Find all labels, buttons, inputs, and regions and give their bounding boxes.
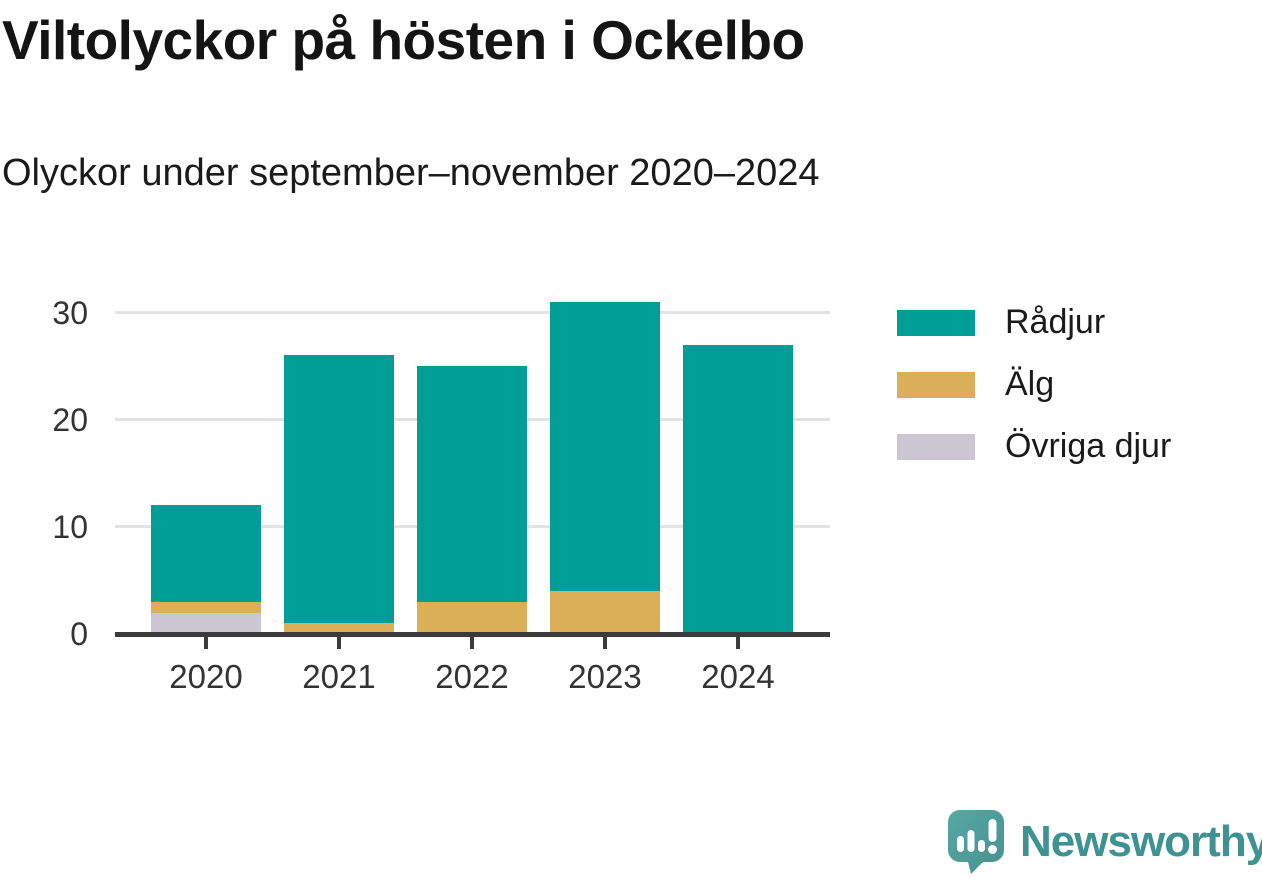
x-tick-mark-2021	[337, 636, 341, 649]
page-subtitle: Olyckor under september–november 2020–20…	[2, 152, 820, 194]
x-tick-mark-2024	[736, 636, 740, 649]
x-tick-mark-2022	[470, 636, 474, 649]
bar-segment-2021-radjur	[284, 355, 394, 624]
bar-segment-2020-radjur	[151, 505, 261, 602]
x-tick-mark-2020	[204, 636, 208, 649]
x-tick-label-2024: 2024	[701, 658, 775, 695]
bar-segment-2023-alg	[550, 591, 660, 634]
legend-swatch-alg	[897, 371, 975, 398]
x-axis-line	[115, 632, 830, 637]
bar-segment-2023-radjur	[550, 301, 660, 592]
x-tick-label-2021: 2021	[302, 658, 376, 695]
x-tick-mark-2023	[603, 636, 607, 649]
bar-segment-2022-radjur	[417, 366, 527, 602]
legend-item-alg: Älg	[897, 365, 1054, 404]
newsworthy-logo-icon	[948, 810, 1004, 874]
legend-swatch-radjur	[897, 309, 975, 336]
legend-label-alg: Älg	[1005, 365, 1055, 403]
x-tick-label-2023: 2023	[568, 658, 642, 695]
y-tick-label-30: 30	[52, 294, 88, 331]
page-title: Viltolyckor på hösten i Ockelbo	[2, 9, 805, 71]
newsworthy-branding: Newsworthy	[947, 810, 1262, 874]
legend-label-radjur: Rådjur	[1005, 303, 1106, 341]
legend-item-radjur: Rådjur	[897, 303, 1105, 342]
y-tick-label-20: 20	[52, 401, 88, 438]
bar-segment-2022-alg	[417, 601, 527, 634]
stacked-bar-chart-plot-area: 0 10 20 30 2020 2021 2022 2023 2024	[52, 274, 830, 695]
legend-swatch-ovriga-djur	[897, 433, 975, 460]
x-tick-label-2022: 2022	[435, 658, 509, 695]
bar-segment-2024-radjur	[683, 344, 793, 634]
gridline-30	[115, 311, 830, 315]
bar-segment-2021-alg	[284, 623, 394, 634]
x-tick-label-2020: 2020	[169, 658, 243, 695]
bar-segment-2020-alg	[151, 601, 261, 613]
bar-segment-2020-ovriga-djur	[151, 612, 261, 634]
legend-label-ovriga-djur: Övriga djur	[1005, 427, 1172, 465]
newsworthy-wordmark: Newsworthy	[1020, 817, 1262, 866]
y-tick-label-10: 10	[52, 508, 88, 545]
y-tick-label-0: 0	[70, 616, 88, 652]
legend-item-ovriga-djur: Övriga djur	[897, 427, 1171, 466]
